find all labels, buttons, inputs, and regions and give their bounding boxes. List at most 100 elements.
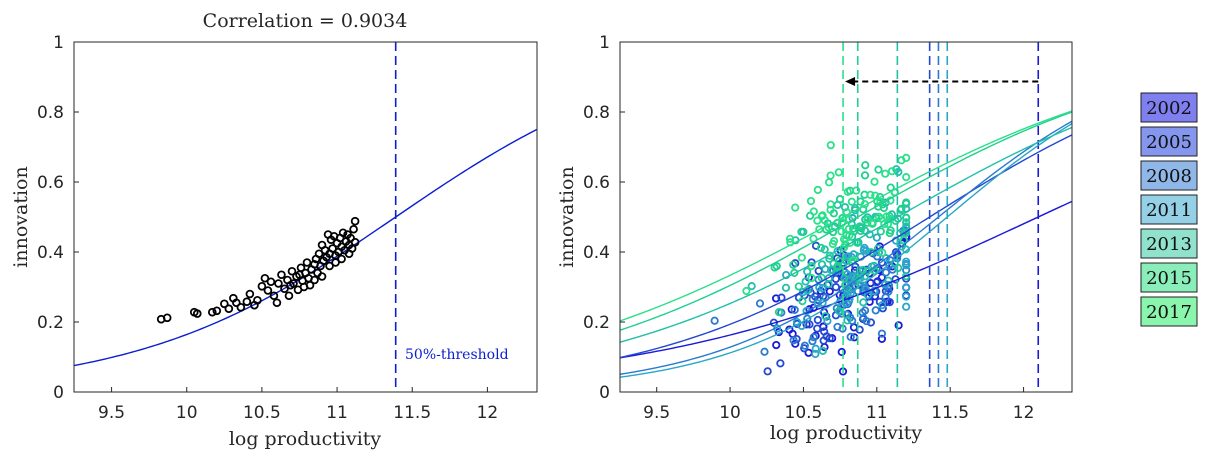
year-legend: 2002 2005 2008 2011 2013 2015 2017 [1140, 92, 1198, 327]
right-y-tick-label: 0.4 [583, 243, 610, 263]
right-data-point-2017 [826, 141, 835, 150]
left-data-point [310, 275, 319, 285]
left-data-point [269, 291, 279, 301]
right-data-point-2017 [809, 207, 818, 216]
right-data-point-2011 [902, 292, 911, 301]
right-data-point-2017 [742, 286, 751, 296]
right-data-point-2017 [877, 214, 886, 223]
left-data-point [253, 295, 262, 305]
right-data-point-2017 [897, 156, 906, 165]
legend-item-2008 [1140, 160, 1198, 191]
right-data-point-2013 [826, 265, 836, 275]
left-chart-title: Correlation = 0.9034 [203, 10, 408, 32]
right-data-point-2002 [772, 340, 781, 350]
left-data-point [331, 258, 340, 267]
right-data-point-2008 [808, 337, 817, 346]
right-data-point-2011 [902, 257, 911, 266]
legend-label: 2015 [1146, 268, 1192, 289]
right-data-point-2015 [798, 296, 807, 306]
left-data-point [295, 270, 304, 280]
right-data-point-2017 [839, 243, 849, 252]
right-data-point-2017 [813, 216, 822, 225]
right-data-point-2015 [849, 224, 858, 233]
left-data-point [325, 261, 334, 271]
left-data-point [344, 249, 354, 259]
left-data-point [274, 279, 283, 288]
left-x-tick-label: 9.5 [98, 403, 125, 423]
left-data-point [224, 304, 234, 314]
right-data-point-2017 [818, 211, 827, 220]
right-data-point-2011 [861, 285, 870, 294]
right-data-point-2008 [860, 284, 869, 293]
left-data-point [349, 224, 358, 234]
left-panel: Correlation = 0.9034 9.5 10 10.5 11 11.5 12 0 0… [10, 10, 538, 450]
right-data-point-2005 [885, 298, 894, 307]
right-data-point-2017 [868, 218, 877, 227]
right-data-point-2015 [790, 268, 799, 277]
left-data-point [245, 289, 255, 299]
right-data-point-2008 [809, 333, 818, 342]
right-data-point-2015 [902, 198, 911, 207]
left-data-point [192, 309, 202, 318]
right-data-point-2017 [878, 248, 887, 257]
right-data-point-2015 [876, 227, 885, 236]
fit-curve-2017 [619, 110, 1073, 322]
right-data-point-2015 [897, 204, 906, 213]
right-data-point-2015 [774, 308, 784, 317]
right-data-point-2015 [861, 161, 870, 170]
right-data-point-2005 [763, 367, 772, 376]
right-data-point-2011 [878, 301, 887, 310]
left-y-axis-label: innovation [10, 166, 32, 267]
legend-item-2015 [1140, 262, 1198, 293]
left-data-point [287, 266, 297, 276]
right-data-point-2005 [855, 325, 864, 334]
right-data-point-2008 [884, 281, 894, 290]
legend-label: 2011 [1146, 200, 1192, 221]
right-y-tick-label: 1 [599, 33, 610, 53]
fit-curve-2008 [619, 120, 1073, 375]
right-panel: 9.5 10 10.5 11 11.5 12 0 0.2 0.4 0.6 0.8 1 log prod… [556, 33, 1073, 444]
right-data-point-2013 [824, 280, 833, 289]
right-data-point-2013 [747, 282, 756, 291]
right-data-point-2008 [877, 329, 887, 338]
right-data-point-2008 [862, 316, 871, 326]
left-data-point [232, 298, 241, 308]
left-data-point [272, 298, 282, 308]
left-data-point [277, 270, 286, 280]
left-data-point [257, 281, 267, 291]
right-data-point-2015 [833, 263, 843, 272]
right-data-point-2015 [885, 228, 894, 238]
right-data-point-2008 [860, 306, 870, 315]
right-data-point-2005 [777, 293, 786, 302]
right-data-point-2017 [807, 274, 816, 283]
legend-label: 2017 [1146, 302, 1192, 323]
right-data-point-2015 [879, 203, 889, 213]
right-data-point-2011 [815, 283, 824, 292]
right-data-point-2017 [813, 185, 822, 195]
right-data-point-2013 [803, 267, 812, 276]
right-data-point-2017 [902, 173, 911, 182]
threshold-label: 50%-threshold [405, 347, 509, 363]
right-data-point-2013 [834, 306, 844, 316]
right-data-point-2011 [842, 299, 851, 308]
right-data-point-2015 [863, 218, 872, 227]
right-data-point-2005 [872, 278, 881, 287]
right-data-point-2005 [831, 283, 840, 292]
right-data-point-2002 [837, 347, 846, 357]
right-data-point-2017 [899, 236, 908, 245]
left-data-point [212, 306, 222, 316]
left-data-point [338, 228, 348, 238]
left-y-tick-label: 0.2 [37, 313, 64, 333]
right-axes-box [619, 41, 1073, 393]
right-data-point-2008 [789, 336, 798, 345]
right-data-point-2017 [846, 238, 855, 247]
right-data-point-2011 [881, 254, 891, 263]
legend-item-2011 [1140, 194, 1198, 225]
right-data-point-2017 [837, 227, 846, 236]
right-data-point-2017 [887, 167, 897, 176]
right-data-point-2013 [840, 274, 849, 283]
fit-curve-2011 [619, 123, 1073, 378]
legend-label: 2005 [1146, 132, 1192, 153]
right-data-point-2011 [818, 298, 827, 308]
left-y-tick-label: 0.8 [37, 103, 64, 123]
